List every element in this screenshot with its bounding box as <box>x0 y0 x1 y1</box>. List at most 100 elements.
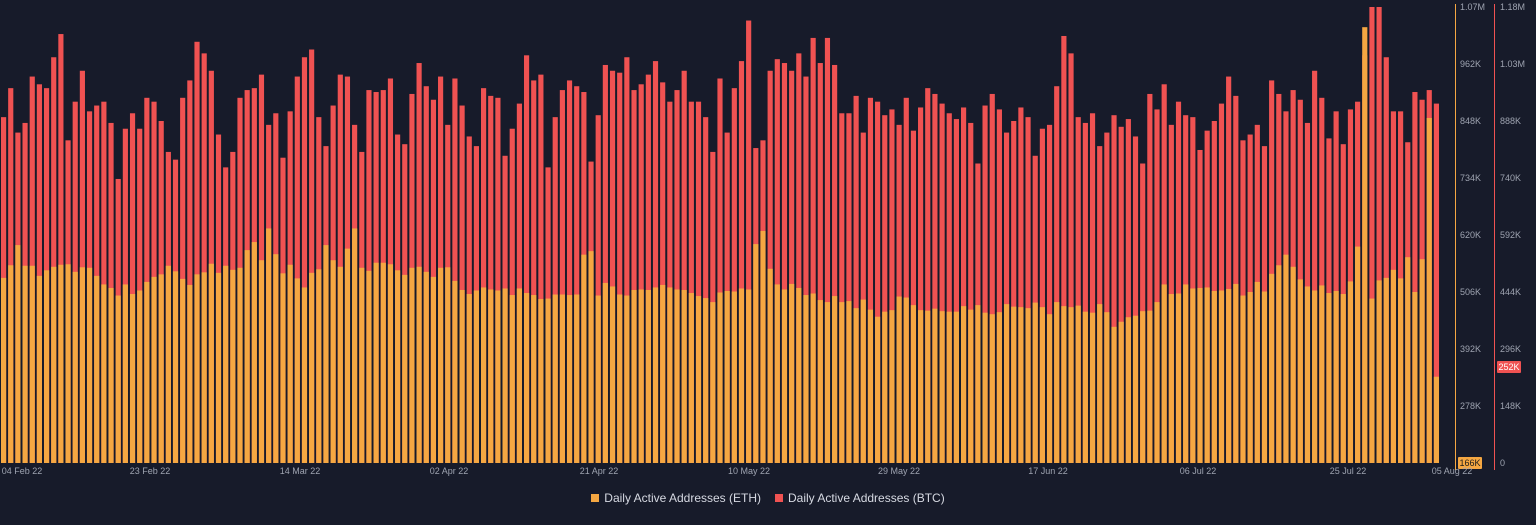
bar-btc <box>832 64 838 463</box>
bar-eth <box>574 294 580 463</box>
bar-btc <box>574 86 580 463</box>
bar-btc <box>925 88 931 464</box>
bar-eth <box>738 288 745 463</box>
bar-eth <box>51 266 57 463</box>
bar-eth <box>416 266 422 463</box>
bar-eth <box>925 310 931 463</box>
bar-btc <box>660 82 666 464</box>
bar-btc <box>144 97 150 463</box>
bar-eth <box>1025 308 1031 463</box>
bar-eth <box>129 294 136 463</box>
bar-btc <box>1011 121 1017 463</box>
bar-eth <box>1261 291 1268 463</box>
bar-eth <box>215 272 222 463</box>
bar-btc <box>1319 97 1325 463</box>
bar-eth <box>43 270 50 463</box>
bar-eth <box>488 289 494 463</box>
bar-eth <box>1383 277 1389 463</box>
bar-eth <box>502 288 508 463</box>
bar-btc <box>459 105 465 463</box>
bar-eth <box>875 316 881 463</box>
legend-item-eth[interactable]: Daily Active Addresses (ETH) <box>591 491 761 505</box>
eth-axis-tick-label: 734K <box>1460 173 1481 183</box>
legend-item-btc[interactable]: Daily Active Addresses (BTC) <box>775 491 945 505</box>
bar-btc <box>1025 117 1031 463</box>
bar-eth <box>1175 293 1182 463</box>
bar-eth <box>1319 285 1325 463</box>
bar-eth <box>781 289 788 463</box>
bar-btc <box>645 74 651 463</box>
bar-eth <box>1233 283 1239 463</box>
bar-eth <box>1297 279 1303 463</box>
bar-btc <box>796 53 802 464</box>
bar-eth <box>208 263 214 463</box>
bar-btc <box>609 70 616 463</box>
bar-eth <box>1018 307 1024 463</box>
bar-eth <box>566 295 573 463</box>
bar-eth <box>1412 292 1418 463</box>
bar-eth <box>652 287 659 463</box>
eth-current-value-badge <box>1458 457 1482 469</box>
bar-eth <box>1046 314 1053 463</box>
bar-btc <box>1125 119 1131 463</box>
bar-eth <box>953 311 959 463</box>
bar-btc <box>1383 57 1389 464</box>
bar-btc <box>839 113 845 464</box>
bar-btc <box>946 113 952 464</box>
bar-eth <box>237 267 243 463</box>
bar-eth <box>1154 302 1160 463</box>
bar-btc <box>559 90 565 463</box>
bar-btc <box>1003 132 1010 463</box>
bar-eth <box>223 265 229 463</box>
bar-btc <box>1412 92 1418 464</box>
bar-eth <box>301 287 308 463</box>
btc-axis-tick-label: 592K <box>1500 230 1521 240</box>
bar-eth <box>896 296 902 463</box>
bar-eth <box>366 270 372 463</box>
bar-btc <box>58 34 64 464</box>
bar-eth <box>79 267 85 463</box>
bar-eth <box>559 294 565 463</box>
bar-btc <box>789 70 795 463</box>
bar-eth <box>660 284 666 463</box>
bar-eth <box>1376 280 1382 463</box>
bar-btc <box>194 41 200 463</box>
bar-eth <box>387 264 394 463</box>
bar-eth <box>581 254 587 463</box>
bar-btc <box>538 74 544 463</box>
bar-eth <box>624 295 630 463</box>
bar-btc <box>187 80 193 464</box>
bar-eth <box>552 294 558 463</box>
bar-btc <box>746 20 752 464</box>
bar-btc <box>595 115 601 463</box>
bar-eth <box>409 267 415 463</box>
bar-eth <box>824 302 831 463</box>
bar-eth <box>968 309 974 463</box>
x-axis-tick-label: 29 May 22 <box>878 466 920 476</box>
bar-btc <box>1269 80 1275 464</box>
bar-eth <box>1097 304 1103 463</box>
eth-current-value-label: 166K <box>1459 458 1480 468</box>
bar-eth <box>982 312 988 463</box>
bar-eth <box>337 266 343 463</box>
x-axis-tick-label: 21 Apr 22 <box>580 466 619 476</box>
bar-eth <box>481 287 487 463</box>
bar-eth <box>294 278 300 463</box>
bar-eth <box>94 275 100 463</box>
bar-eth <box>459 289 465 463</box>
bar-eth <box>1168 294 1174 463</box>
bar-eth <box>939 311 945 463</box>
bar-eth <box>1405 257 1411 463</box>
bar-eth <box>180 278 186 463</box>
bar-btc <box>717 78 723 464</box>
bar-btc <box>602 64 608 463</box>
bar-eth <box>108 287 114 463</box>
bar-eth <box>789 283 795 463</box>
bar-eth <box>1247 292 1253 463</box>
bar-eth <box>65 264 71 463</box>
bar-eth <box>1125 317 1131 463</box>
bar-btc <box>824 37 831 464</box>
bar-btc <box>1068 53 1074 464</box>
eth-axis-tick-label: 620K <box>1460 230 1481 240</box>
